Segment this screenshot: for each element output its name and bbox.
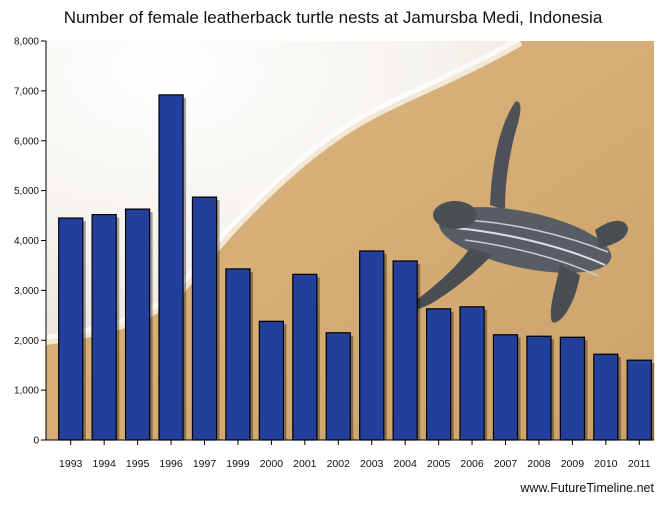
- y-tick-label: 8,000: [14, 37, 39, 48]
- bar-2000: [258, 320, 285, 441]
- x-tick-label: 2007: [494, 458, 518, 470]
- x-tick-label: 1996: [159, 458, 183, 470]
- x-tick-label: 2010: [594, 458, 618, 470]
- bar-2009: [559, 336, 586, 441]
- y-tick-label: 1,000: [14, 386, 39, 397]
- x-axis-ticks: 1993 1994 1995 1996 1997 1999 2000 2001 2002 2003…: [59, 440, 651, 470]
- bar-1999: [225, 268, 251, 441]
- bar-2006: [459, 306, 485, 441]
- bar-2002: [325, 332, 351, 441]
- x-tick-label: 1993: [59, 458, 83, 470]
- bar-2004: [392, 260, 418, 441]
- bar-2005: [425, 308, 452, 441]
- bar-2010: [593, 353, 619, 441]
- y-tick-label: 2,000: [14, 336, 39, 347]
- turtle-icon: [409, 101, 628, 323]
- x-tick-label: 2001: [293, 458, 317, 470]
- chart-title: Number of female leatherback turtle nest…: [63, 8, 603, 27]
- bar-2008: [526, 335, 552, 441]
- x-tick-label: 1997: [193, 458, 217, 470]
- bar-2007: [492, 334, 519, 441]
- y-axis-ticks: 0 1,000 2,000 3,000 4,000 5,000 6,000 7,000 8,00…: [14, 37, 46, 447]
- y-tick-label: 5,000: [14, 186, 39, 197]
- x-tick-label: 1999: [226, 458, 250, 470]
- bar-1993: [58, 217, 84, 441]
- x-tick-label: 2008: [527, 458, 551, 470]
- x-tick-label: 2005: [427, 458, 451, 470]
- y-tick-label: 4,000: [14, 236, 39, 247]
- x-tick-label: 2000: [260, 458, 284, 470]
- x-tick-label: 1994: [92, 458, 116, 470]
- source-credit: www.FutureTimeline.net: [520, 481, 654, 495]
- bar-2003: [359, 250, 385, 441]
- x-tick-label: 2006: [460, 458, 484, 470]
- y-tick-label: 0: [33, 436, 39, 447]
- bar-2011: [626, 359, 652, 441]
- bars: [58, 94, 655, 441]
- bar-1995: [124, 208, 151, 441]
- bar-1994: [91, 213, 117, 441]
- y-tick-label: 6,000: [14, 136, 39, 147]
- y-tick-label: 7,000: [14, 86, 39, 97]
- x-tick-label: 2009: [561, 458, 585, 470]
- bar-1996: [158, 94, 184, 441]
- x-tick-label: 2002: [327, 458, 351, 470]
- x-tick-label: 1995: [126, 458, 150, 470]
- bar-1997: [191, 196, 218, 441]
- bar-2001: [292, 273, 318, 441]
- x-tick-label: 2004: [393, 458, 417, 470]
- x-tick-label: 2011: [628, 458, 651, 470]
- x-tick-label: 2003: [360, 458, 384, 470]
- y-tick-label: 3,000: [14, 286, 39, 297]
